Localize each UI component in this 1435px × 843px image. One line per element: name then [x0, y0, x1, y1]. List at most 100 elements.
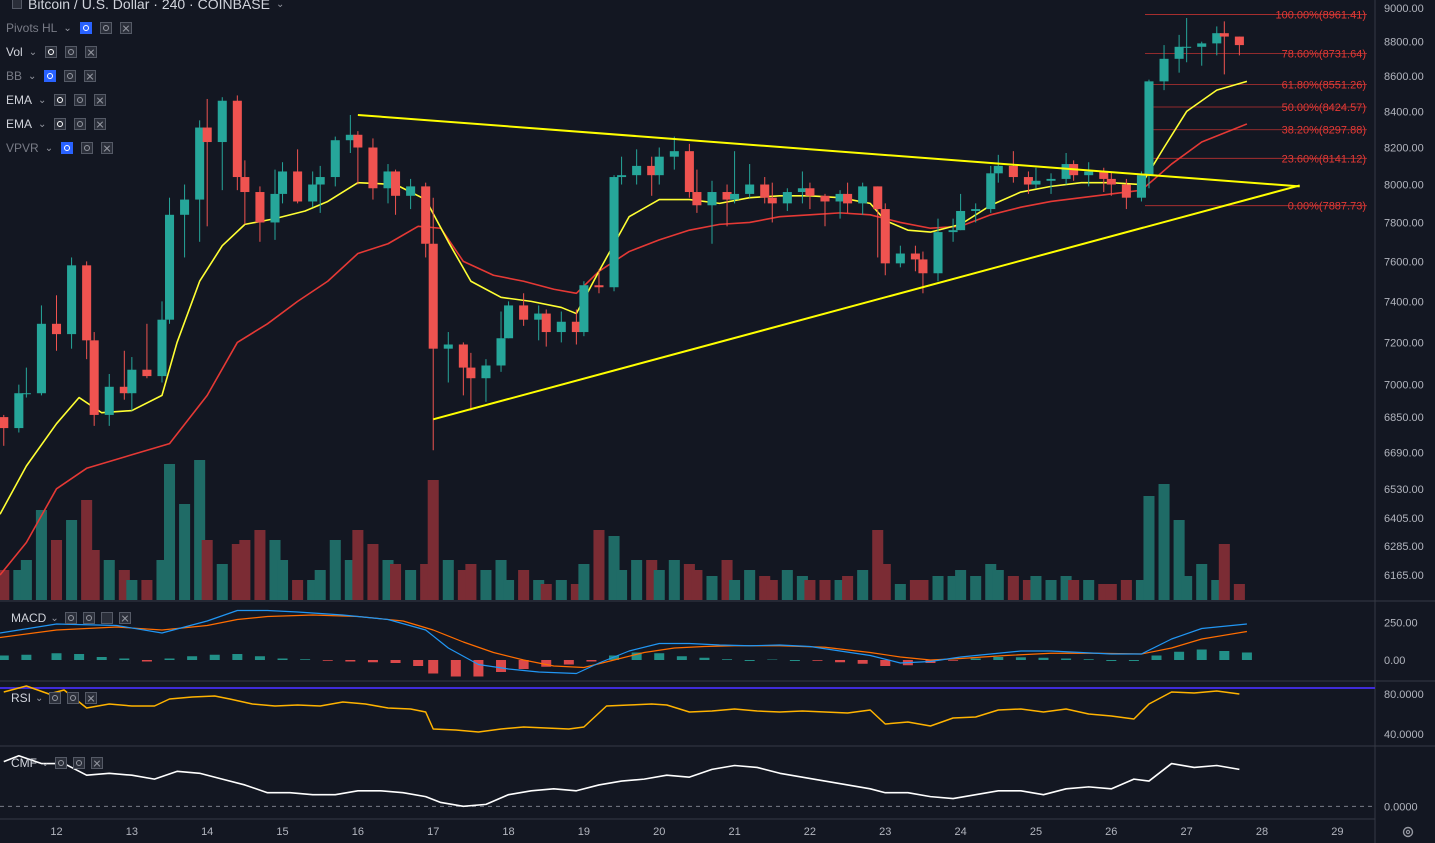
gear-icon[interactable]: [64, 70, 77, 82]
eye-icon[interactable]: [79, 22, 92, 34]
macd-histogram-bar: [1083, 659, 1094, 660]
cmf-line: [3, 754, 1240, 808]
candle-body: [1099, 171, 1109, 179]
candle-body: [0, 417, 9, 429]
candle-body: [36, 323, 46, 394]
volume-bar: [570, 584, 582, 600]
fib-level-label: 38.20%(8297.88): [1282, 125, 1366, 137]
eye-icon[interactable]: [45, 46, 58, 58]
close-icon[interactable]: [84, 70, 97, 82]
volume-bar: [465, 564, 477, 600]
volume-bar: [35, 510, 47, 600]
close-icon[interactable]: [101, 142, 114, 154]
candle-body: [164, 214, 175, 320]
volume-bar: [405, 570, 417, 600]
indicator-name[interactable]: Pivots HL: [6, 21, 58, 35]
chevron-down-icon[interactable]: ⌄: [41, 757, 50, 769]
rsi-line: [3, 685, 1240, 733]
volume-bar: [118, 570, 130, 600]
volume-bar: [141, 580, 153, 600]
price-tick-label: 8800.00: [1384, 37, 1424, 49]
close-icon[interactable]: [91, 757, 104, 769]
chart-title: Bitcoin / U.S. Dollar · 240 · COINBASE: [28, 0, 270, 12]
chevron-down-icon[interactable]: ⌄: [50, 612, 59, 624]
candle-body: [1219, 33, 1229, 37]
chevron-down-icon[interactable]: ⌄: [275, 0, 285, 10]
macd-histogram-bar: [518, 660, 529, 669]
eye-icon[interactable]: [54, 94, 67, 106]
close-icon[interactable]: [119, 22, 132, 34]
candle-body: [240, 177, 250, 193]
chevron-down-icon[interactable]: ⌄: [35, 692, 44, 704]
volume-bar: [457, 570, 469, 600]
close-icon[interactable]: [118, 612, 131, 624]
candle-body: [353, 134, 363, 148]
volume-bar: [1218, 544, 1230, 600]
macd-histogram-bar: [300, 659, 311, 660]
gear-icon[interactable]: [67, 692, 80, 704]
eye-icon[interactable]: [44, 70, 57, 82]
macd-histogram-bar: [187, 656, 198, 660]
volume-bar: [842, 576, 854, 600]
price-tick-label: 8400.00: [1384, 106, 1424, 118]
volume-bar: [13, 570, 25, 600]
volume-bar: [744, 570, 756, 600]
gear-icon[interactable]: [74, 118, 87, 130]
chevron-down-icon[interactable]: ⌄: [38, 94, 47, 106]
time-tick-label: 19: [578, 826, 590, 838]
indicator-name[interactable]: EMA: [6, 117, 33, 131]
volume-bar: [872, 530, 884, 600]
volume-bar: [307, 580, 319, 600]
macd-histogram-bar: [96, 657, 107, 660]
indicator-name[interactable]: Vol: [6, 45, 23, 59]
settings-gear-icon[interactable]: [1401, 825, 1415, 839]
eye-icon[interactable]: [55, 757, 68, 769]
chevron-down-icon[interactable]: ⌄: [28, 46, 38, 58]
indicator-name[interactable]: VPVR: [6, 141, 39, 155]
chevron-down-icon[interactable]: ⌄: [63, 22, 72, 34]
volume-bar: [1233, 584, 1245, 600]
volume-bar: [947, 576, 959, 600]
volume-bar: [1173, 520, 1185, 600]
time-tick-label: 28: [1256, 826, 1268, 838]
candle-body: [428, 243, 438, 349]
candle-body: [684, 151, 694, 193]
time-tick-label: 23: [879, 826, 891, 838]
candle-body: [556, 321, 566, 333]
close-icon[interactable]: [94, 94, 107, 106]
eye-icon[interactable]: [61, 142, 74, 154]
volume-bar: [932, 576, 944, 600]
time-tick-label: 12: [50, 826, 62, 838]
collapse-icon[interactable]: [12, 0, 22, 9]
eye-icon[interactable]: [64, 612, 77, 624]
volume-bar: [495, 560, 507, 600]
gear-icon[interactable]: [73, 757, 86, 769]
gear-icon[interactable]: [81, 142, 94, 154]
braces-icon[interactable]: [100, 612, 113, 624]
candle-body: [217, 100, 227, 143]
macd-histogram-bar: [1038, 657, 1049, 660]
time-tick-label: 18: [502, 826, 514, 838]
close-icon[interactable]: [94, 118, 107, 130]
volume-bar: [985, 564, 997, 600]
macd-histogram-bar: [254, 656, 265, 660]
indicator-name[interactable]: BB: [6, 69, 23, 83]
candle-body: [1182, 46, 1192, 48]
chevron-down-icon[interactable]: ⌄: [28, 70, 37, 82]
eye-icon[interactable]: [49, 692, 62, 704]
gear-icon[interactable]: [99, 22, 112, 34]
candle-body: [232, 100, 242, 178]
close-icon[interactable]: [85, 46, 98, 58]
gear-icon[interactable]: [82, 612, 95, 624]
chevron-down-icon[interactable]: ⌄: [38, 118, 47, 130]
chevron-down-icon[interactable]: ⌄: [44, 142, 54, 154]
gear-icon[interactable]: [65, 46, 78, 58]
gear-icon[interactable]: [74, 94, 87, 106]
macd-histogram-bar: [1174, 651, 1185, 660]
eye-icon[interactable]: [54, 118, 67, 130]
candle-body: [180, 199, 190, 215]
close-icon[interactable]: [85, 692, 98, 704]
candle-body: [571, 321, 581, 333]
indicator-name[interactable]: EMA: [6, 93, 33, 107]
